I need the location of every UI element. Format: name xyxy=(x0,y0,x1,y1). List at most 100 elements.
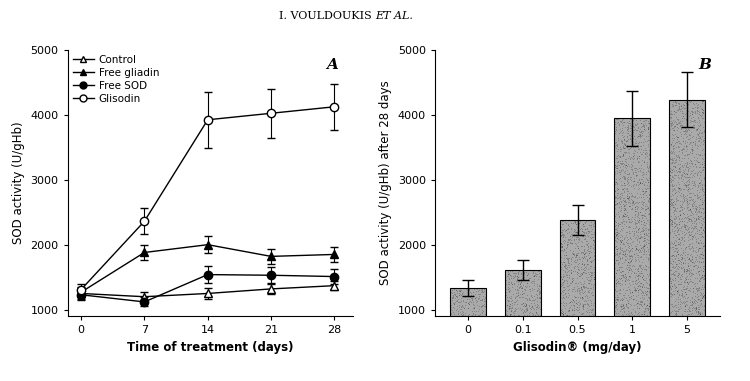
Point xyxy=(616,153,628,159)
Point xyxy=(571,256,583,263)
Point xyxy=(664,197,676,203)
Point xyxy=(518,290,530,296)
Point xyxy=(531,288,543,294)
Point xyxy=(520,302,532,308)
Point xyxy=(679,105,691,111)
Point xyxy=(623,219,635,226)
Point xyxy=(675,203,687,210)
Point xyxy=(561,264,573,270)
Point xyxy=(691,171,703,178)
Point xyxy=(531,283,543,289)
Point xyxy=(666,291,678,297)
Point xyxy=(558,259,570,266)
Point xyxy=(533,270,545,276)
Point xyxy=(694,127,706,133)
Point xyxy=(698,139,709,145)
Point xyxy=(638,227,650,233)
Point xyxy=(677,247,689,253)
Point xyxy=(688,305,700,311)
Point xyxy=(526,304,538,310)
Point xyxy=(680,301,692,307)
Point xyxy=(698,150,709,157)
Point xyxy=(694,134,706,140)
Point xyxy=(584,234,596,240)
Point xyxy=(673,155,685,161)
Point xyxy=(680,112,692,118)
Point xyxy=(524,286,536,292)
Point xyxy=(521,272,533,279)
Point xyxy=(698,278,710,284)
Point xyxy=(623,118,635,124)
Point xyxy=(556,247,568,253)
Point xyxy=(667,204,679,210)
Point xyxy=(453,287,465,293)
Point xyxy=(617,274,629,280)
Point xyxy=(668,184,680,190)
Point xyxy=(680,182,692,188)
Point xyxy=(632,279,644,285)
Point xyxy=(622,188,634,194)
Point xyxy=(585,274,597,280)
Point xyxy=(692,239,704,245)
Point xyxy=(446,297,458,303)
Point xyxy=(698,263,709,269)
Point xyxy=(556,243,568,250)
Point xyxy=(632,133,644,139)
Point xyxy=(626,122,638,128)
Point xyxy=(668,163,680,170)
Point xyxy=(576,311,588,317)
Legend: Control, Free gliadin, Free SOD, Glisodin: Control, Free gliadin, Free SOD, Glisodi… xyxy=(73,55,159,104)
Point xyxy=(566,240,578,246)
Point xyxy=(688,125,700,131)
Point xyxy=(664,155,676,161)
Point xyxy=(571,271,583,277)
Point xyxy=(691,126,703,132)
Point xyxy=(644,271,656,277)
Point xyxy=(628,225,640,231)
Point xyxy=(676,110,688,116)
Point xyxy=(562,241,574,247)
Point xyxy=(638,238,650,244)
Point xyxy=(692,299,703,306)
Point xyxy=(616,127,628,133)
Point xyxy=(686,111,698,117)
Point xyxy=(615,264,627,270)
Point xyxy=(568,266,580,272)
Point xyxy=(520,301,532,307)
Point xyxy=(689,305,701,311)
Point xyxy=(692,184,703,190)
Point xyxy=(672,236,684,242)
Point xyxy=(644,176,656,182)
Point xyxy=(504,312,516,318)
Point xyxy=(699,125,711,131)
Point xyxy=(664,258,676,264)
Point xyxy=(617,179,629,186)
Point xyxy=(517,303,529,309)
Point xyxy=(694,231,706,237)
Point xyxy=(675,203,687,209)
Point xyxy=(613,253,625,259)
Point xyxy=(696,215,708,221)
Point xyxy=(625,266,637,272)
Point xyxy=(666,200,678,207)
Point xyxy=(677,128,689,134)
Point xyxy=(637,188,649,194)
Point xyxy=(698,280,710,287)
Point xyxy=(693,267,705,274)
Point xyxy=(555,241,567,247)
Point xyxy=(531,287,543,293)
Point xyxy=(672,174,684,180)
Point xyxy=(670,153,682,159)
Point xyxy=(618,174,630,181)
Point xyxy=(697,215,709,221)
Point xyxy=(689,208,701,214)
Point xyxy=(452,288,464,294)
Point xyxy=(571,252,583,258)
Point xyxy=(642,124,654,130)
Point xyxy=(670,192,682,199)
Point xyxy=(636,270,648,276)
Point xyxy=(467,304,479,310)
Point xyxy=(585,271,597,277)
Point xyxy=(676,186,688,192)
Point xyxy=(665,202,677,208)
